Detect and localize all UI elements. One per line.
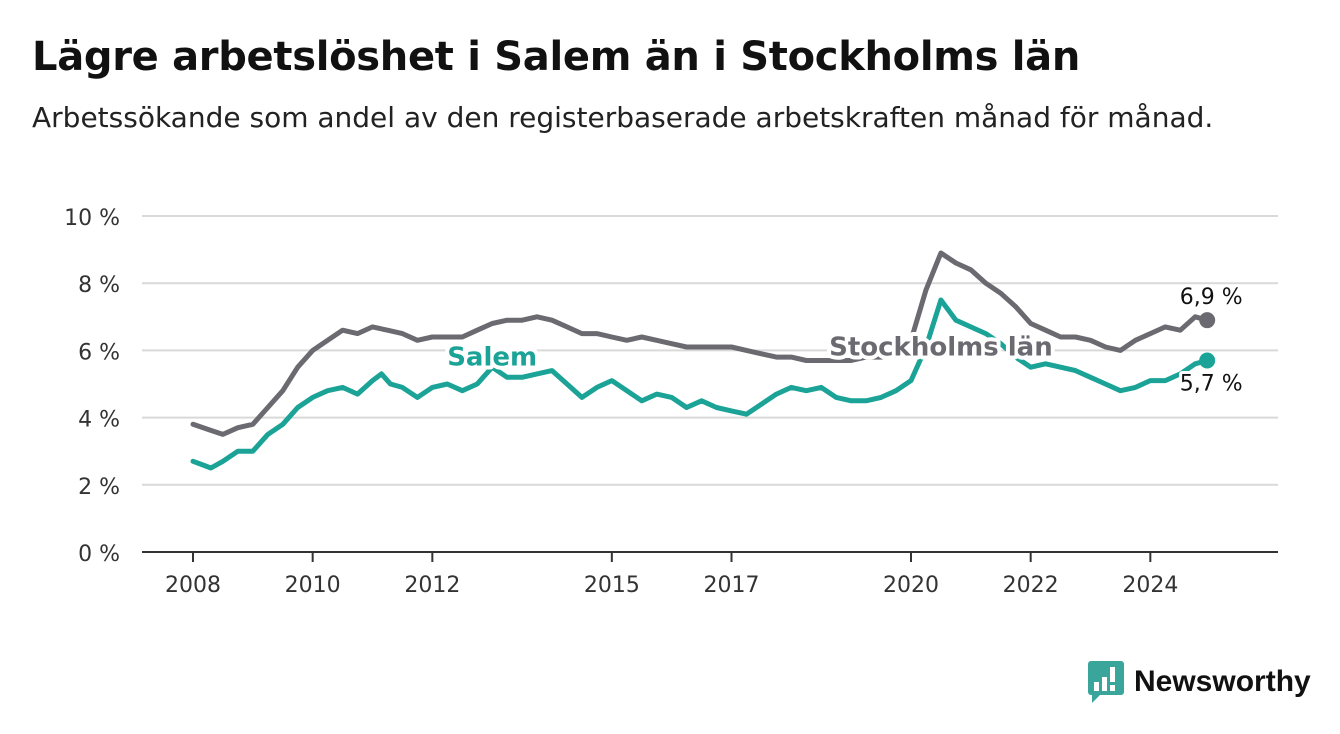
series-labels: Salem Stockholms län 6,9 % 5,7 % bbox=[443, 282, 1245, 399]
bar-chart-exclamation-icon bbox=[1088, 661, 1124, 703]
end-value-label-0: 6,9 % bbox=[1180, 285, 1243, 310]
series-label-0: Salem bbox=[447, 343, 537, 373]
gridlines bbox=[142, 215, 1278, 486]
y-tick-label: 8 % bbox=[78, 273, 120, 298]
y-tick-label: 10 % bbox=[64, 206, 120, 231]
brand-name: Newsworthy bbox=[1134, 665, 1311, 698]
x-tick-label: 2015 bbox=[584, 573, 640, 598]
x-tick-label: 2024 bbox=[1122, 573, 1178, 598]
series-label-1: Stockholms län bbox=[829, 332, 1053, 362]
chart-title: Lägre arbetslöshet i Salem än i Stockhol… bbox=[32, 34, 1081, 80]
x-axis: 2008 2010 2012 2015 2017 2020 2022 2024 bbox=[142, 551, 1278, 598]
x-tick-label: 2012 bbox=[404, 573, 460, 598]
y-tick-label: 6 % bbox=[78, 340, 120, 365]
newsworthy-logo: Newsworthy bbox=[1088, 660, 1311, 704]
x-tick-label: 2010 bbox=[285, 573, 341, 598]
y-tick-label: 4 % bbox=[78, 408, 120, 433]
y-tick-label: 2 % bbox=[78, 475, 120, 500]
y-tick-label: 0 % bbox=[78, 542, 120, 567]
x-tick-label: 2022 bbox=[1003, 573, 1059, 598]
x-tick-label: 2020 bbox=[883, 573, 939, 598]
y-axis-ticks: 0 % 2 % 4 % 6 % 8 % 10 % bbox=[64, 206, 120, 567]
x-tick-label: 2008 bbox=[165, 573, 221, 598]
series-line-0 bbox=[190, 250, 1210, 437]
series-line-1 bbox=[190, 297, 1210, 471]
series-endpoint-1 bbox=[1199, 352, 1216, 369]
series-endpoint-0 bbox=[1199, 312, 1216, 329]
x-tick-label: 2017 bbox=[704, 573, 760, 598]
end-value-label-1: 5,7 % bbox=[1180, 371, 1243, 396]
chart-subtitle: Arbetssökande som andel av den registerb… bbox=[32, 101, 1214, 134]
series-lines bbox=[190, 250, 1216, 471]
